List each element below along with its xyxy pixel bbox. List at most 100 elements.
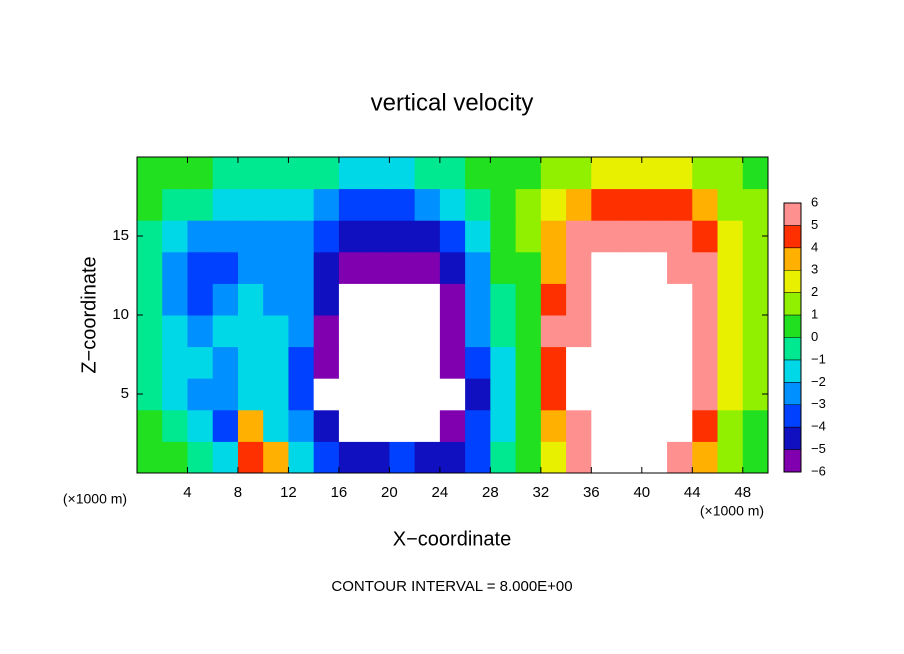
heat-cell bbox=[566, 441, 592, 474]
heat-cell bbox=[414, 346, 441, 379]
heat-cell bbox=[187, 251, 214, 284]
heat-cell bbox=[439, 283, 466, 316]
heat-cell bbox=[616, 220, 643, 253]
heat-cell bbox=[717, 157, 744, 190]
heat-cell bbox=[288, 251, 315, 284]
heat-cell bbox=[288, 188, 315, 221]
heat-cell bbox=[515, 441, 542, 474]
heat-cell bbox=[742, 251, 769, 284]
y-tick-label: 5 bbox=[121, 385, 129, 402]
heat-cell bbox=[641, 283, 668, 316]
colorbar-label: 5 bbox=[811, 217, 818, 232]
x-tick-label: 4 bbox=[183, 484, 191, 501]
heat-cell bbox=[212, 409, 239, 442]
heat-cell bbox=[616, 441, 643, 474]
colorbar-label: −3 bbox=[811, 396, 826, 411]
heat-cell bbox=[465, 378, 491, 411]
heat-cell bbox=[263, 378, 289, 411]
heat-cell bbox=[591, 409, 618, 442]
heat-cell bbox=[263, 409, 289, 442]
heat-cell bbox=[616, 188, 643, 221]
heat-cell bbox=[414, 315, 441, 348]
heat-cell bbox=[288, 220, 315, 253]
heat-cell bbox=[692, 378, 719, 411]
heat-cell bbox=[490, 188, 517, 221]
heat-cell bbox=[263, 157, 289, 190]
footer-note: CONTOUR INTERVAL = 8.000E+00 bbox=[331, 578, 572, 595]
colorbar-label: −6 bbox=[811, 463, 826, 478]
heat-cell bbox=[414, 409, 441, 442]
heat-cell bbox=[717, 378, 744, 411]
x-tick-label: 36 bbox=[583, 484, 600, 501]
heat-cell bbox=[364, 315, 390, 348]
heat-cell bbox=[616, 346, 643, 379]
heat-cell bbox=[465, 283, 491, 316]
heat-cell bbox=[490, 251, 517, 284]
heat-cell bbox=[389, 283, 416, 316]
heat-cell bbox=[263, 220, 289, 253]
heat-cell bbox=[465, 409, 491, 442]
heat-cell bbox=[540, 441, 567, 474]
heat-cell bbox=[237, 346, 264, 379]
heat-cell bbox=[717, 220, 744, 253]
heat-cell bbox=[616, 409, 643, 442]
heat-cell bbox=[566, 378, 592, 411]
heat-cell bbox=[187, 188, 214, 221]
heat-cell bbox=[389, 441, 416, 474]
heat-cell bbox=[667, 346, 693, 379]
heat-cell bbox=[263, 441, 289, 474]
heat-cell bbox=[313, 188, 340, 221]
heat-cell bbox=[137, 315, 163, 348]
heat-cell bbox=[717, 409, 744, 442]
heat-cell bbox=[439, 188, 466, 221]
heat-cell bbox=[187, 378, 214, 411]
heat-cell bbox=[439, 251, 466, 284]
heat-cell bbox=[364, 378, 390, 411]
heat-cell bbox=[667, 315, 693, 348]
heat-cell bbox=[364, 251, 390, 284]
heat-cell bbox=[692, 441, 719, 474]
colorbar-label: 3 bbox=[811, 262, 818, 277]
heat-cell bbox=[515, 283, 542, 316]
heat-cell bbox=[313, 441, 340, 474]
heat-cell bbox=[641, 315, 668, 348]
heat-cell bbox=[465, 157, 491, 190]
heat-cell bbox=[641, 378, 668, 411]
heat-cell bbox=[566, 188, 592, 221]
heat-cell bbox=[591, 220, 618, 253]
heat-cell bbox=[338, 346, 365, 379]
heat-cell bbox=[263, 188, 289, 221]
heat-cell bbox=[338, 409, 365, 442]
heat-cell bbox=[137, 441, 163, 474]
heat-cell bbox=[515, 188, 542, 221]
heat-cell bbox=[187, 283, 214, 316]
heat-cell bbox=[515, 409, 542, 442]
colorbar-swatch bbox=[784, 359, 801, 383]
heat-cell bbox=[162, 251, 188, 284]
heat-cell bbox=[364, 220, 390, 253]
heat-cell bbox=[237, 251, 264, 284]
heat-cell bbox=[212, 283, 239, 316]
heat-cell bbox=[465, 220, 491, 253]
heat-cell bbox=[439, 346, 466, 379]
heat-cell bbox=[540, 188, 567, 221]
heat-cell bbox=[742, 409, 769, 442]
heat-cell bbox=[717, 346, 744, 379]
heat-cell bbox=[540, 378, 567, 411]
heat-cell bbox=[616, 378, 643, 411]
colorbar-label: 0 bbox=[811, 329, 818, 344]
x-tick-label: 16 bbox=[331, 484, 348, 501]
heat-cell bbox=[364, 188, 390, 221]
heat-cell bbox=[313, 157, 340, 190]
heat-cell bbox=[439, 220, 466, 253]
x-axis-label: X−coordinate bbox=[393, 528, 511, 550]
heat-cell bbox=[338, 220, 365, 253]
heat-cell bbox=[187, 409, 214, 442]
heat-cell bbox=[439, 441, 466, 474]
heat-cell bbox=[288, 157, 315, 190]
heat-cell bbox=[187, 315, 214, 348]
heat-cell bbox=[288, 378, 315, 411]
heat-cell bbox=[692, 220, 719, 253]
heat-cell bbox=[212, 188, 239, 221]
heat-cell bbox=[364, 441, 390, 474]
